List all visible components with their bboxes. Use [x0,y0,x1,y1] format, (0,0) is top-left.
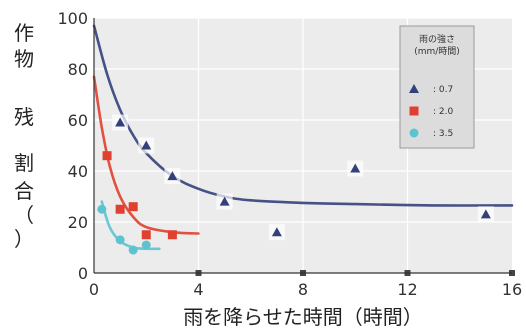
data-point-1 [102,151,112,161]
x-tick-label: 0 [89,280,99,299]
legend-entries: : 0.7 : 2.0 : 3.5 [409,84,453,139]
y-tick-label: 20 [68,213,88,232]
data-point-0 [350,163,361,173]
y-tick-label: 0 [78,264,88,283]
data-point-2 [141,240,151,250]
data-point-2 [115,235,125,245]
x-tick-label: 4 [193,280,203,299]
legend-label-0: : 0.7 [433,85,453,95]
data-point-0 [271,227,282,237]
y-tick-label: 40 [68,162,88,181]
y-axis-title-char: （ [14,203,34,227]
legend-marker-2 [409,128,419,138]
data-point-0 [141,140,152,150]
legend-label-2: : 3.5 [433,129,453,139]
legend-marker-0 [409,84,419,93]
data-point-2 [128,245,138,255]
data-points [97,114,494,255]
x-tick-label: 8 [298,280,308,299]
x-tick-label: 12 [397,280,417,299]
legend-label-1: : 2.0 [433,107,453,117]
data-point-0 [219,196,230,206]
data-point-0 [480,209,491,219]
y-axis-title-char: 残 [14,105,34,129]
data-point-0 [115,117,126,127]
data-point-0 [167,171,178,181]
y-axis-title-char: 物 [14,47,34,71]
legend: 雨の強さ (mm/時間) : 0.7 : 2.0 : 3.5 [399,25,475,149]
y-axis-title-char: 作 [14,21,34,45]
data-point-1 [115,204,125,214]
x-tick-labels: 0 4 8 12 16 [89,280,522,299]
data-point-1 [167,230,177,240]
y-axis-title-char: 合 [14,179,34,203]
y-axis-title-char: ） [14,227,34,251]
x-tick-label: 16 [502,280,522,299]
data-point-2 [97,204,107,214]
y-tick-label: 80 [68,60,88,79]
legend-title-line-2: (mm/時間) [414,46,460,57]
data-point-1 [141,230,151,240]
y-tick-label: 60 [68,111,88,130]
fit-curve-0 [92,24,514,207]
legend-marker-1 [409,106,419,116]
legend-title-line-1: 雨の強さ [419,33,455,45]
y-tick-label: 100 [57,9,88,28]
y-axis-title-char: 割 [14,151,34,175]
data-point-1 [128,202,138,212]
y-tick-labels: 0 20 40 60 80 100 [57,9,88,283]
x-axis-title: 雨を降らせた時間（時間） [183,305,423,329]
